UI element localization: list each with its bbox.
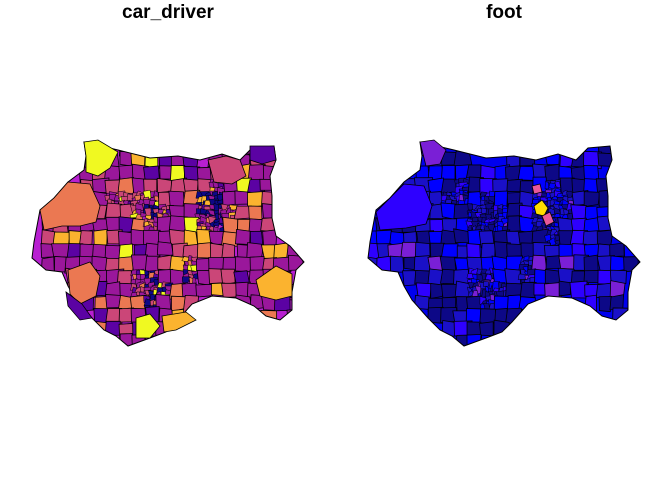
region bbox=[181, 282, 198, 298]
region bbox=[220, 268, 236, 286]
region bbox=[213, 221, 220, 227]
region bbox=[493, 319, 510, 339]
region bbox=[487, 224, 496, 233]
region bbox=[453, 228, 470, 244]
choropleth-map-car-driver bbox=[31, 139, 305, 347]
region bbox=[583, 191, 601, 208]
region bbox=[156, 177, 173, 194]
region bbox=[93, 228, 108, 246]
region bbox=[584, 294, 598, 311]
region bbox=[609, 242, 625, 258]
region-pink-north bbox=[531, 183, 543, 195]
region-orange-southwest bbox=[67, 261, 101, 305]
region bbox=[233, 270, 251, 285]
region bbox=[413, 294, 430, 310]
region-yellow-south bbox=[135, 313, 161, 339]
region bbox=[181, 276, 191, 284]
region bbox=[544, 181, 549, 190]
region-amber-south bbox=[161, 311, 197, 333]
region bbox=[598, 295, 613, 313]
region-indigo-west bbox=[375, 183, 433, 231]
region-pink-center bbox=[541, 211, 555, 227]
region bbox=[413, 255, 431, 273]
region bbox=[156, 241, 174, 256]
region-violet-northeast bbox=[249, 145, 277, 165]
region bbox=[248, 205, 263, 221]
region bbox=[182, 294, 200, 313]
region bbox=[79, 230, 93, 246]
region bbox=[390, 255, 405, 273]
region bbox=[583, 150, 602, 170]
region-yellow-northwest bbox=[83, 139, 119, 177]
region bbox=[598, 189, 613, 208]
region bbox=[623, 256, 639, 273]
choropleth-map-foot bbox=[367, 139, 641, 347]
region bbox=[195, 283, 213, 298]
region bbox=[104, 320, 121, 336]
region bbox=[51, 243, 70, 258]
region bbox=[493, 190, 508, 208]
region-amber-east bbox=[255, 265, 293, 301]
region bbox=[196, 242, 213, 259]
region bbox=[519, 282, 537, 299]
region-yellow-center bbox=[533, 199, 549, 217]
region bbox=[440, 283, 458, 299]
region bbox=[558, 280, 571, 297]
region bbox=[483, 280, 489, 287]
map-title-foot: foot bbox=[486, 2, 522, 23]
region-orange-west bbox=[39, 181, 101, 231]
map-outline bbox=[367, 141, 641, 347]
region bbox=[288, 254, 304, 271]
region bbox=[479, 321, 494, 337]
region bbox=[440, 178, 457, 194]
region bbox=[222, 216, 239, 235]
map-regions-foot bbox=[367, 139, 641, 347]
region bbox=[479, 204, 487, 210]
region bbox=[261, 203, 279, 220]
region bbox=[259, 178, 278, 191]
region bbox=[414, 241, 431, 259]
region bbox=[544, 163, 561, 182]
region bbox=[570, 204, 588, 221]
region bbox=[221, 282, 238, 298]
map-regions-car-driver bbox=[31, 139, 305, 347]
region bbox=[623, 242, 640, 259]
region-pink-north bbox=[207, 155, 247, 185]
region bbox=[234, 294, 253, 310]
region bbox=[544, 150, 560, 165]
region bbox=[286, 308, 304, 327]
map-title-car-driver: car_driver bbox=[122, 2, 214, 23]
region bbox=[440, 202, 456, 220]
region bbox=[583, 254, 599, 273]
region bbox=[440, 243, 459, 259]
region bbox=[609, 269, 627, 284]
region-violet-southwest bbox=[65, 291, 93, 321]
region bbox=[430, 282, 445, 300]
region bbox=[612, 307, 629, 324]
region bbox=[585, 142, 600, 153]
region-purple-northwest bbox=[419, 139, 447, 167]
